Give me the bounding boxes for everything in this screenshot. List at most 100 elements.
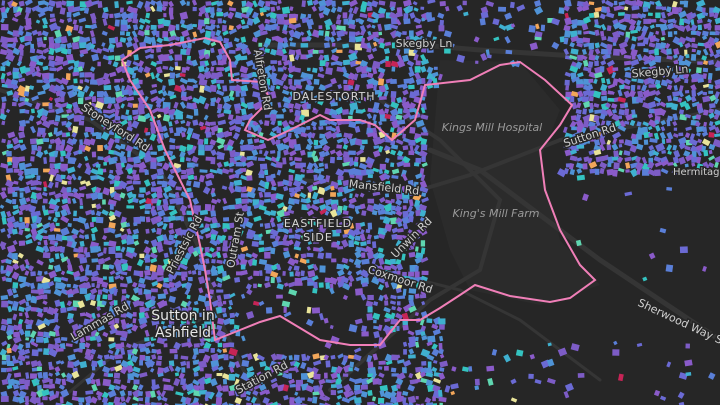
building bbox=[439, 324, 445, 330]
building bbox=[421, 17, 426, 22]
building bbox=[251, 149, 259, 157]
building bbox=[569, 54, 578, 61]
building bbox=[78, 397, 85, 403]
building bbox=[78, 61, 85, 69]
building bbox=[233, 257, 240, 266]
building bbox=[89, 113, 98, 121]
building bbox=[6, 233, 12, 239]
building bbox=[312, 0, 320, 6]
building bbox=[66, 283, 71, 288]
building bbox=[6, 384, 13, 390]
building bbox=[161, 396, 168, 402]
building bbox=[151, 384, 160, 391]
building bbox=[132, 145, 140, 151]
building bbox=[378, 294, 385, 302]
building bbox=[216, 167, 224, 175]
building bbox=[588, 149, 597, 156]
building bbox=[355, 60, 362, 65]
building bbox=[619, 120, 626, 128]
building bbox=[413, 181, 419, 189]
building bbox=[37, 11, 46, 18]
building bbox=[222, 342, 231, 348]
building bbox=[415, 396, 419, 400]
building bbox=[240, 168, 247, 172]
building bbox=[160, 319, 166, 325]
building bbox=[342, 185, 352, 194]
building bbox=[211, 250, 220, 258]
building bbox=[382, 216, 392, 225]
building bbox=[367, 30, 372, 36]
building bbox=[174, 239, 183, 249]
building bbox=[43, 36, 47, 41]
building bbox=[48, 119, 55, 125]
building bbox=[168, 234, 175, 241]
building bbox=[192, 31, 198, 38]
building bbox=[516, 4, 526, 12]
building bbox=[11, 17, 19, 23]
building bbox=[582, 16, 592, 25]
building bbox=[421, 162, 428, 168]
building bbox=[132, 155, 142, 165]
building bbox=[618, 150, 623, 156]
building bbox=[415, 24, 422, 29]
building bbox=[84, 323, 91, 331]
building bbox=[163, 13, 167, 18]
building bbox=[232, 132, 240, 140]
building bbox=[318, 49, 324, 54]
building bbox=[156, 220, 164, 228]
building bbox=[120, 396, 126, 402]
building bbox=[293, 233, 301, 240]
building bbox=[372, 136, 383, 146]
building bbox=[402, 43, 409, 49]
building bbox=[84, 276, 90, 282]
building bbox=[234, 360, 241, 369]
building bbox=[239, 240, 245, 246]
building bbox=[431, 348, 440, 357]
building bbox=[389, 390, 397, 400]
building bbox=[306, 378, 315, 384]
building bbox=[642, 121, 650, 127]
building bbox=[568, 163, 575, 170]
building bbox=[329, 324, 334, 330]
building bbox=[79, 240, 85, 247]
building bbox=[102, 78, 111, 86]
building bbox=[581, 48, 587, 55]
building bbox=[35, 19, 41, 24]
building bbox=[114, 348, 121, 356]
building bbox=[120, 342, 125, 348]
building bbox=[25, 361, 31, 366]
building bbox=[89, 372, 96, 380]
building bbox=[277, 371, 283, 376]
building bbox=[247, 198, 253, 204]
building bbox=[592, 90, 602, 99]
building bbox=[628, 18, 637, 27]
building bbox=[119, 192, 126, 199]
building bbox=[270, 120, 276, 126]
building bbox=[186, 1, 190, 6]
building bbox=[197, 323, 206, 331]
building bbox=[354, 235, 361, 241]
building bbox=[229, 312, 235, 318]
building bbox=[612, 67, 619, 72]
building bbox=[259, 54, 265, 60]
building bbox=[336, 156, 343, 160]
building bbox=[349, 174, 355, 178]
building bbox=[101, 120, 110, 130]
building bbox=[282, 372, 290, 379]
building bbox=[53, 121, 59, 127]
building bbox=[30, 289, 39, 294]
building bbox=[55, 329, 60, 337]
building bbox=[654, 119, 660, 125]
building bbox=[408, 305, 417, 313]
building bbox=[181, 169, 187, 175]
building bbox=[252, 145, 260, 150]
building bbox=[184, 288, 191, 296]
building bbox=[12, 313, 18, 321]
building bbox=[30, 295, 38, 304]
building bbox=[361, 210, 367, 216]
building bbox=[348, 367, 353, 372]
building bbox=[101, 30, 108, 37]
building bbox=[55, 198, 61, 203]
building bbox=[421, 361, 427, 366]
building bbox=[354, 84, 360, 92]
